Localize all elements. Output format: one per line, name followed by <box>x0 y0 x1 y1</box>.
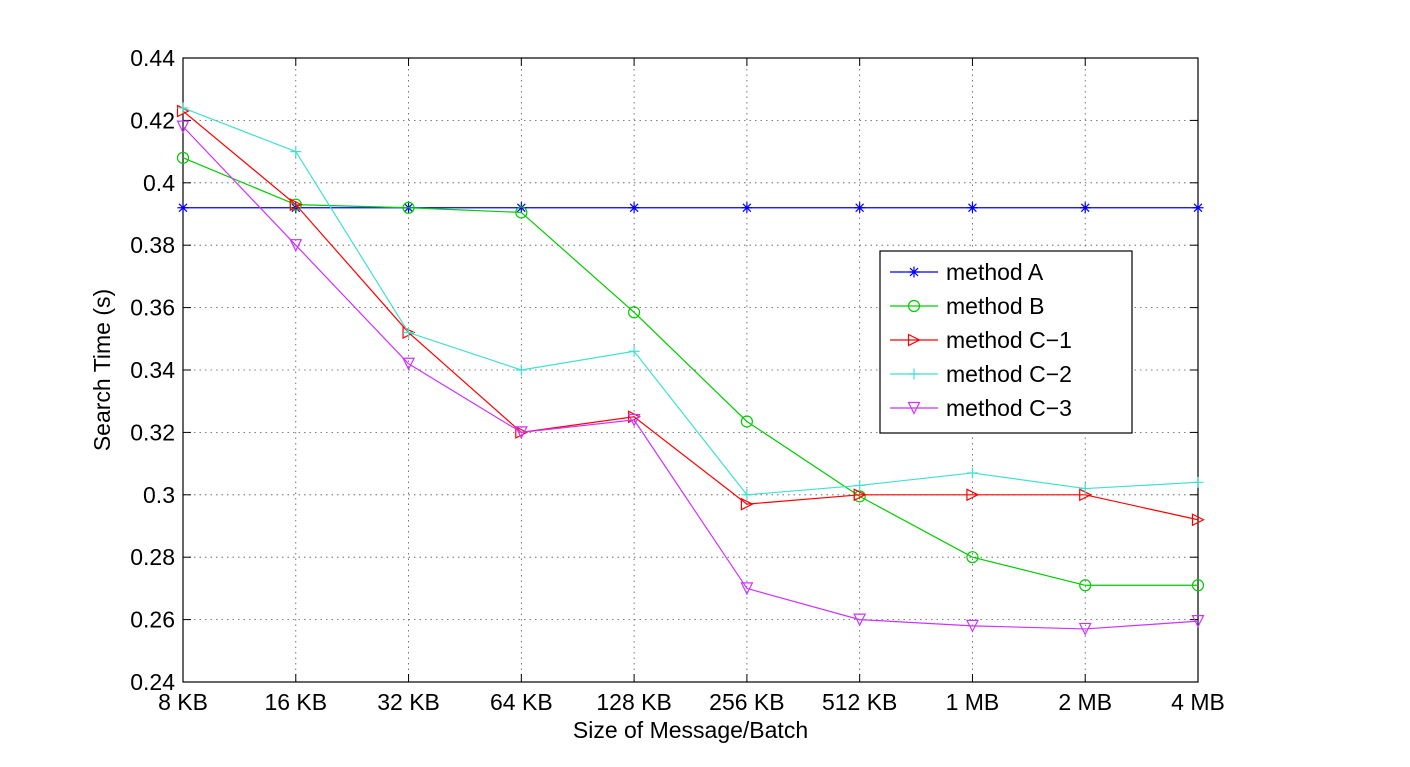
x-tick-label: 64 KB <box>490 689 553 715</box>
data-point <box>966 202 978 214</box>
y-tick-label: 0.4 <box>143 170 175 196</box>
data-point <box>1192 476 1204 488</box>
series-2 <box>176 151 1205 592</box>
data-point <box>854 479 866 491</box>
legend-label: method C−1 <box>946 327 1072 353</box>
data-point <box>740 497 754 511</box>
data-point <box>628 345 640 357</box>
y-tick-label: 0.44 <box>130 45 175 71</box>
legend-entry: method C−1 <box>890 327 1072 353</box>
x-axis-label: Size of Message/Batch <box>573 717 808 743</box>
legend-box <box>879 250 1133 434</box>
grid-lines <box>183 58 1198 682</box>
data-point <box>1191 579 1205 592</box>
data-point <box>627 413 641 427</box>
legend-marker <box>907 333 921 347</box>
x-tick-label: 128 KB <box>596 689 671 715</box>
data-point <box>402 357 416 371</box>
data-point <box>177 202 189 214</box>
data-point <box>177 102 189 114</box>
x-tick-label: 2 MB <box>1058 689 1112 715</box>
y-tick-label: 0.26 <box>130 607 175 633</box>
series-layer <box>176 102 1205 636</box>
x-tick-label: 4 MB <box>1171 689 1225 715</box>
data-point <box>740 415 753 428</box>
x-tick-label: 512 KB <box>822 689 897 715</box>
x-tick-label: 8 KB <box>158 689 208 715</box>
data-point <box>966 488 980 502</box>
data-point <box>628 306 641 319</box>
series-line <box>182 126 1199 630</box>
x-tick-label: 256 KB <box>709 689 784 715</box>
y-tick-label: 0.38 <box>130 232 175 258</box>
legend-entry: method C−2 <box>890 361 1072 387</box>
data-point <box>515 364 527 376</box>
series-line <box>182 157 1198 586</box>
x-tick-label: 16 KB <box>264 689 327 715</box>
data-point <box>515 206 528 219</box>
series-line <box>182 107 1199 496</box>
data-point <box>1079 202 1091 214</box>
data-point <box>403 327 415 339</box>
y-tick-label: 0.24 <box>130 669 175 695</box>
x-tick-label: 32 KB <box>377 689 440 715</box>
data-point <box>1191 513 1205 527</box>
data-point <box>1079 579 1092 592</box>
y-tick-label: 0.34 <box>130 357 175 383</box>
legend-label: method B <box>946 293 1044 319</box>
y-axis-label: Search Time (s) <box>89 289 115 451</box>
data-point <box>176 120 190 134</box>
x-tick-label: 1 MB <box>946 689 1000 715</box>
data-point <box>741 489 753 501</box>
legend-label: method A <box>946 259 1044 285</box>
data-point <box>965 619 979 633</box>
legend-label: method C−2 <box>946 361 1072 387</box>
data-point <box>854 202 866 214</box>
series-4 <box>177 102 1204 501</box>
axis-ticks: 8 KB 16 KB 32 KB 64 KB 128 KB 256 KB 512 KB 1 M… <box>130 45 1225 715</box>
y-tick-label: 0.32 <box>130 419 175 445</box>
data-point <box>1079 483 1091 495</box>
legend-marker <box>908 266 920 278</box>
legend-entry: method B <box>890 293 1044 319</box>
data-point <box>740 582 754 596</box>
data-point <box>853 488 867 502</box>
data-point <box>515 202 527 214</box>
legend-marker <box>907 299 921 313</box>
data-point <box>628 202 640 214</box>
data-point <box>289 239 303 253</box>
y-tick-label: 0.3 <box>143 482 175 508</box>
legend-marker <box>908 368 920 380</box>
y-tick-label: 0.28 <box>130 544 175 570</box>
data-point <box>966 467 978 479</box>
data-point <box>515 425 529 439</box>
data-point <box>176 151 190 164</box>
data-point <box>514 426 528 440</box>
legend-marker <box>907 401 921 415</box>
data-point <box>741 202 753 214</box>
data-point <box>402 201 415 214</box>
legend-entry: method A <box>890 259 1044 285</box>
data-point <box>1078 622 1092 636</box>
y-tick-label: 0.36 <box>130 295 175 321</box>
data-point <box>1191 615 1205 629</box>
data-point <box>289 198 303 212</box>
data-point <box>290 146 302 158</box>
data-point <box>1192 202 1204 214</box>
series-line <box>182 110 1199 521</box>
data-point <box>966 551 979 564</box>
y-tick-label: 0.42 <box>130 107 175 133</box>
data-point <box>853 613 867 627</box>
legend-entry: method C−3 <box>890 395 1072 421</box>
legend: method A method B method C−1 method C−2 meth… <box>879 250 1133 434</box>
legend-label: method C−3 <box>946 395 1072 421</box>
series-5 <box>176 120 1205 636</box>
